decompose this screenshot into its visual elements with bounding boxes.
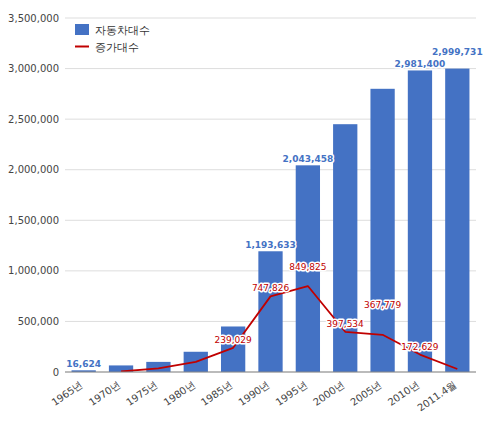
plot-area	[72, 69, 470, 372]
bar	[370, 89, 394, 372]
grid-line	[65, 372, 476, 373]
y-tick-label: 1,500,000	[8, 215, 59, 226]
legend-swatch	[75, 46, 89, 48]
chart: 0 500,000 1,000,000 1,500,000 2,000,000 2,500…	[0, 0, 488, 421]
y-tick-label: 2,500,000	[8, 114, 59, 125]
grid	[65, 18, 476, 372]
x-tick-label: 1965년	[49, 379, 84, 408]
legend: 자동차대수증가대수	[75, 24, 150, 54]
x-axis-line	[65, 372, 476, 373]
line-label: 367,779	[364, 300, 401, 310]
line	[121, 286, 457, 371]
bar	[258, 251, 282, 372]
y-tick-label: 500,000	[18, 316, 59, 327]
x-tick-label: 2000년	[311, 379, 346, 408]
grid-line	[65, 18, 476, 19]
line-label: 239,029	[215, 335, 252, 345]
y-tick-label: 3,500,000	[8, 13, 59, 24]
bar	[221, 326, 245, 372]
legend-label: 증가대수	[95, 41, 139, 54]
bar-label: 2,043,458	[283, 154, 334, 164]
x-tick-label: 1995년	[274, 379, 309, 408]
legend-label: 자동차대수	[95, 24, 150, 37]
x-tick-label: 1985년	[199, 379, 234, 408]
y-tick-label: 1,000,000	[8, 265, 59, 276]
bar	[408, 70, 432, 372]
bar-label: 2,999,731	[432, 47, 483, 57]
y-tick-label: 3,000,000	[8, 63, 59, 74]
bar-label: 2,981,400	[395, 59, 446, 69]
bar-label: 16,624	[66, 359, 101, 369]
line-label: 397,534	[327, 319, 364, 329]
bar	[445, 69, 469, 372]
x-tick-label: 1975년	[124, 379, 159, 408]
y-tick-label: 2,000,000	[8, 164, 59, 175]
x-tick-label: 1990년	[236, 379, 271, 408]
line-label: 849,825	[289, 262, 326, 272]
x-tick-label: 1970년	[87, 379, 122, 408]
x-tick-label: 2011.4월	[415, 379, 458, 414]
x-tick-label: 1980년	[162, 379, 197, 408]
legend-swatch	[75, 24, 89, 35]
bar-label: 1,193,633	[245, 240, 296, 250]
x-tick-label: 2005년	[348, 379, 383, 408]
bar	[333, 124, 357, 372]
line-label: 747,826	[252, 283, 289, 293]
y-tick-label: 0	[53, 367, 59, 378]
line-label: 172,629	[401, 342, 438, 352]
